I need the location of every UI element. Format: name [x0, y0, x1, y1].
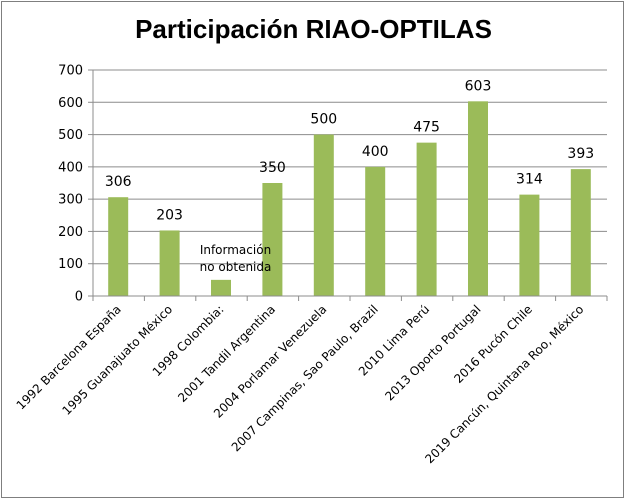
data-label: 603	[465, 78, 492, 94]
annotation-text: no obtenida	[200, 260, 272, 274]
y-tick-label: 200	[58, 225, 83, 240]
y-tick-label: 400	[58, 160, 83, 175]
y-tick-label: 600	[58, 96, 83, 111]
data-label: 500	[310, 112, 337, 128]
data-label: 400	[362, 144, 389, 160]
y-tick-label: 300	[58, 193, 83, 208]
category-label: 2001 Tandil Argentina	[175, 302, 278, 405]
y-tick-label: 100	[58, 257, 83, 272]
bar	[313, 134, 334, 296]
data-label: 203	[156, 207, 183, 223]
y-tick-label: 700	[58, 64, 83, 79]
data-label: 393	[567, 146, 594, 162]
chart-title: Participación RIAO-OPTILAS	[135, 14, 492, 44]
data-label: 314	[516, 172, 543, 188]
annotation-text: Información	[200, 243, 271, 257]
category-label: 1992 Barcelona España	[14, 302, 124, 412]
y-tick-label: 500	[58, 128, 83, 143]
data-label: 306	[105, 174, 132, 190]
bar	[211, 279, 231, 296]
y-tick-label: 0	[75, 290, 83, 305]
bar	[468, 101, 488, 297]
data-label: 350	[259, 160, 286, 176]
bar	[519, 194, 540, 296]
bar	[365, 166, 386, 296]
bar	[159, 230, 180, 296]
bar	[416, 142, 437, 296]
bar	[570, 169, 591, 296]
bar	[108, 197, 129, 296]
category-label: 2013 Oporto Portugal	[382, 302, 483, 403]
data-label: 475	[413, 120, 440, 136]
bar	[262, 183, 283, 296]
